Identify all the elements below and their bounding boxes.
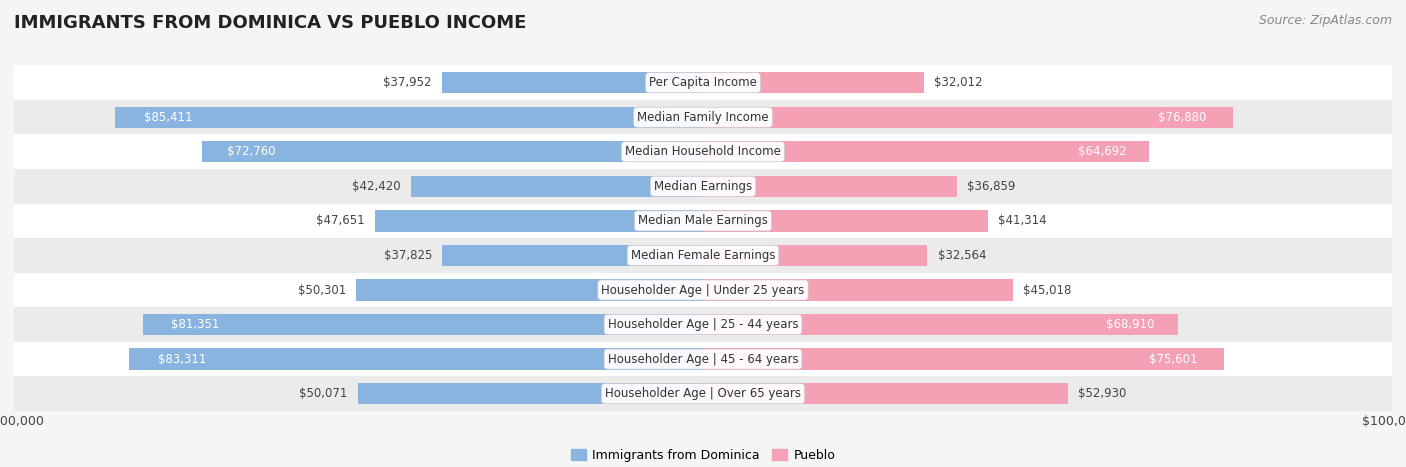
Bar [201,141,703,163]
Text: Householder Age | 45 - 64 years: Householder Age | 45 - 64 years [607,353,799,366]
Text: Source: ZipAtlas.com: Source: ZipAtlas.com [1258,14,1392,27]
Bar [703,72,924,93]
Bar [703,106,1233,128]
Bar [142,314,703,335]
Text: $83,311: $83,311 [157,353,207,366]
Bar [375,210,703,232]
Legend: Immigrants from Dominica, Pueblo: Immigrants from Dominica, Pueblo [565,444,841,467]
Bar [411,176,703,197]
Bar [14,376,1392,411]
Text: IMMIGRANTS FROM DOMINICA VS PUEBLO INCOME: IMMIGRANTS FROM DOMINICA VS PUEBLO INCOM… [14,14,526,32]
Text: Householder Age | 25 - 44 years: Householder Age | 25 - 44 years [607,318,799,331]
Text: Per Capita Income: Per Capita Income [650,76,756,89]
Bar [14,65,1392,100]
Text: $45,018: $45,018 [1024,283,1071,297]
Text: Householder Age | Under 25 years: Householder Age | Under 25 years [602,283,804,297]
Text: $64,692: $64,692 [1077,145,1126,158]
Bar [703,176,957,197]
Text: $68,910: $68,910 [1105,318,1154,331]
Text: Median Male Earnings: Median Male Earnings [638,214,768,227]
Text: $42,420: $42,420 [352,180,401,193]
Bar [14,134,1392,169]
Bar [14,342,1392,376]
Bar [359,383,703,404]
Bar [14,238,1392,273]
Text: $72,760: $72,760 [226,145,276,158]
Text: $47,651: $47,651 [316,214,364,227]
Bar [14,204,1392,238]
Text: Median Family Income: Median Family Income [637,111,769,124]
Text: $36,859: $36,859 [967,180,1015,193]
Bar [114,106,703,128]
Text: $52,930: $52,930 [1078,387,1126,400]
Text: $85,411: $85,411 [143,111,193,124]
Bar [703,141,1149,163]
Bar [14,307,1392,342]
Bar [703,348,1223,370]
Text: $32,012: $32,012 [934,76,983,89]
Bar [443,245,703,266]
Bar [703,210,987,232]
Bar [441,72,703,93]
Bar [129,348,703,370]
Bar [703,279,1014,301]
Bar [14,100,1392,134]
Text: $37,952: $37,952 [382,76,432,89]
Bar [703,314,1178,335]
Text: $41,314: $41,314 [998,214,1046,227]
Text: Median Female Earnings: Median Female Earnings [631,249,775,262]
Text: Median Household Income: Median Household Income [626,145,780,158]
Text: Median Earnings: Median Earnings [654,180,752,193]
Bar [14,273,1392,307]
Bar [703,245,928,266]
Text: $50,301: $50,301 [298,283,346,297]
Bar [703,383,1067,404]
Text: Householder Age | Over 65 years: Householder Age | Over 65 years [605,387,801,400]
Bar [357,279,703,301]
Text: $75,601: $75,601 [1149,353,1198,366]
Bar [14,169,1392,204]
Text: $37,825: $37,825 [384,249,432,262]
Text: $81,351: $81,351 [170,318,219,331]
Text: $76,880: $76,880 [1157,111,1206,124]
Text: $32,564: $32,564 [938,249,986,262]
Text: $50,071: $50,071 [299,387,347,400]
